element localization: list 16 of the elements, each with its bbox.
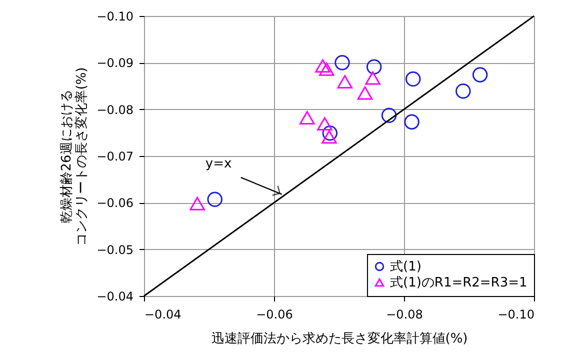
- y-tick-label: −0.06: [96, 196, 134, 210]
- y-tick-label: −0.04: [96, 290, 134, 304]
- x-axis-title: 迅速評価法から求めた長さ変化率計算値(%): [211, 330, 468, 346]
- legend-label: 式(1): [390, 260, 422, 274]
- y-axis-title: 乾燥材齢26週におけるコンクリートの長さ変化率(%): [60, 67, 90, 246]
- x-tick-label: −0.06: [256, 308, 293, 322]
- y-tick-label: −0.07: [96, 150, 134, 164]
- x-tick-label: −0.08: [386, 308, 423, 322]
- x-tick-label: −0.04: [144, 308, 182, 322]
- annotation: y=x: [205, 156, 232, 172]
- legend-label: 式(1)のR1=R2=R3=1: [390, 276, 528, 290]
- y-tick-label: −0.09: [96, 56, 134, 70]
- y-tick-label: −0.08: [96, 102, 134, 117]
- x-tick-label: −0.10: [498, 308, 534, 322]
- y-tick-label: −0.10: [96, 10, 134, 24]
- y-tick-label: −0.05: [96, 242, 134, 257]
